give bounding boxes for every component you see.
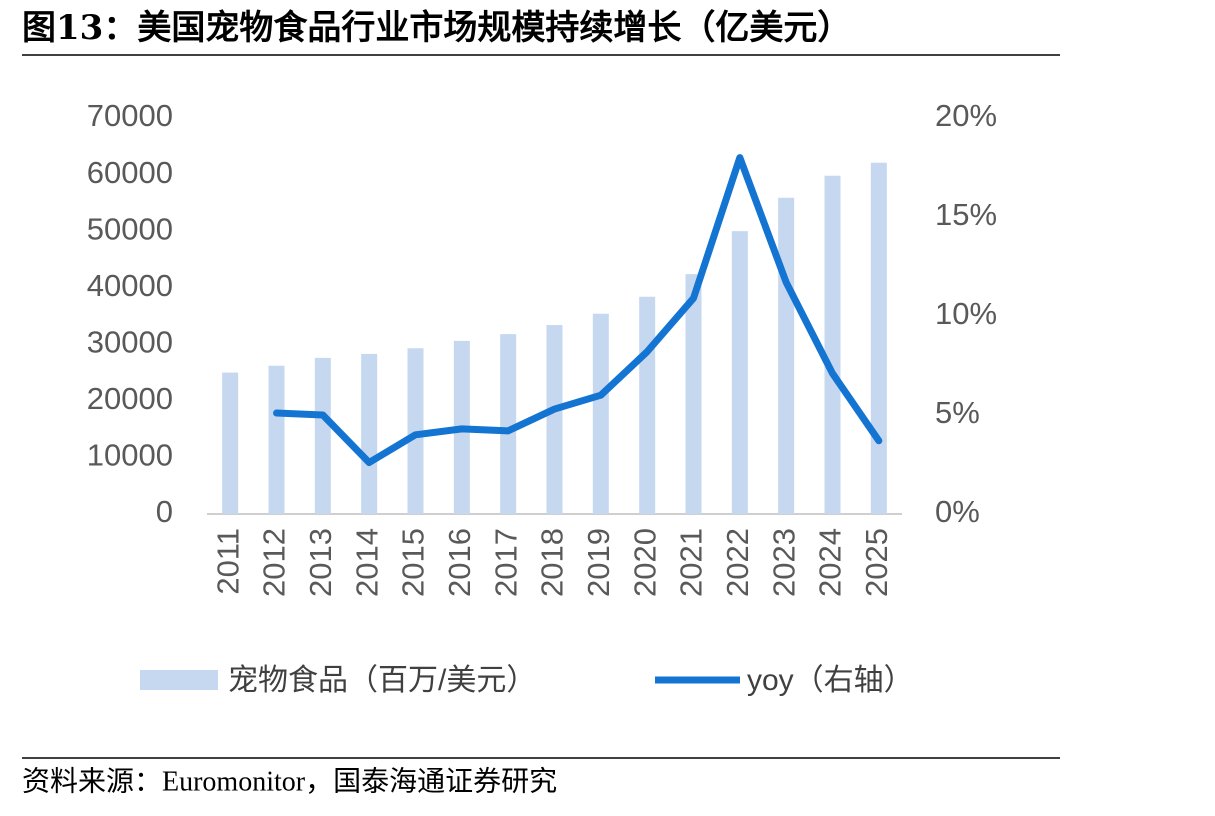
legend-label: yoy（右轴） bbox=[747, 664, 914, 697]
x-tick-label: 2019 bbox=[581, 528, 616, 597]
bar bbox=[500, 334, 517, 514]
y-tick-label: 0 bbox=[156, 494, 173, 529]
legend-label: 宠物食品（百万/美元） bbox=[228, 664, 536, 697]
y2-tick-label: 10% bbox=[935, 296, 997, 331]
y-tick-label: 20000 bbox=[87, 381, 173, 416]
source: 资料来源：Euromonitor，国泰海通证券研究 bbox=[22, 765, 557, 797]
bar bbox=[778, 197, 795, 514]
y-tick-label: 10000 bbox=[87, 438, 173, 473]
bar bbox=[222, 372, 239, 514]
line bbox=[273, 154, 883, 467]
bar bbox=[268, 365, 285, 514]
x-tick-label: 2012 bbox=[257, 528, 292, 597]
chart-title: 图13：美国宠物食品行业市场规模持续增长（亿美元） bbox=[22, 8, 851, 48]
bar bbox=[685, 274, 702, 514]
bar bbox=[824, 175, 841, 514]
bar bbox=[407, 348, 424, 514]
bar bbox=[639, 296, 656, 514]
y-tick-label: 30000 bbox=[87, 324, 173, 359]
bar bbox=[361, 353, 378, 514]
y2-tick-label: 20% bbox=[935, 98, 997, 133]
x-tick-label: 2016 bbox=[442, 528, 477, 597]
y-tick-label: 60000 bbox=[87, 155, 173, 190]
bar bbox=[546, 325, 563, 514]
y2-tick-label: 15% bbox=[935, 197, 997, 232]
x-tick-label: 2017 bbox=[488, 528, 523, 597]
x-tick-label: 2011 bbox=[210, 528, 245, 595]
y2-tick-label: 5% bbox=[935, 395, 980, 430]
x-tick-label: 2013 bbox=[303, 528, 338, 597]
x-tick-label: 2018 bbox=[535, 528, 570, 597]
x-tick-label: 2020 bbox=[627, 528, 662, 597]
bar bbox=[314, 357, 331, 514]
x-tick-label: 2023 bbox=[766, 528, 801, 597]
y2-tick-label: 0% bbox=[935, 494, 980, 529]
bar bbox=[731, 231, 748, 514]
y-tick-label: 50000 bbox=[87, 211, 173, 246]
bar bbox=[592, 313, 609, 514]
y-tick-label: 40000 bbox=[87, 268, 173, 303]
x-tick-label: 2014 bbox=[349, 528, 384, 597]
x-tick-label: 2022 bbox=[720, 528, 755, 597]
bar bbox=[870, 162, 887, 515]
x-tick-label: 2024 bbox=[813, 528, 848, 597]
x-tick-label: 2025 bbox=[859, 528, 894, 597]
x-tick-label: 2021 bbox=[674, 528, 709, 597]
x-tick-label: 2015 bbox=[396, 528, 431, 597]
legend-swatch bbox=[140, 670, 218, 690]
y-tick-label: 70000 bbox=[87, 98, 173, 133]
